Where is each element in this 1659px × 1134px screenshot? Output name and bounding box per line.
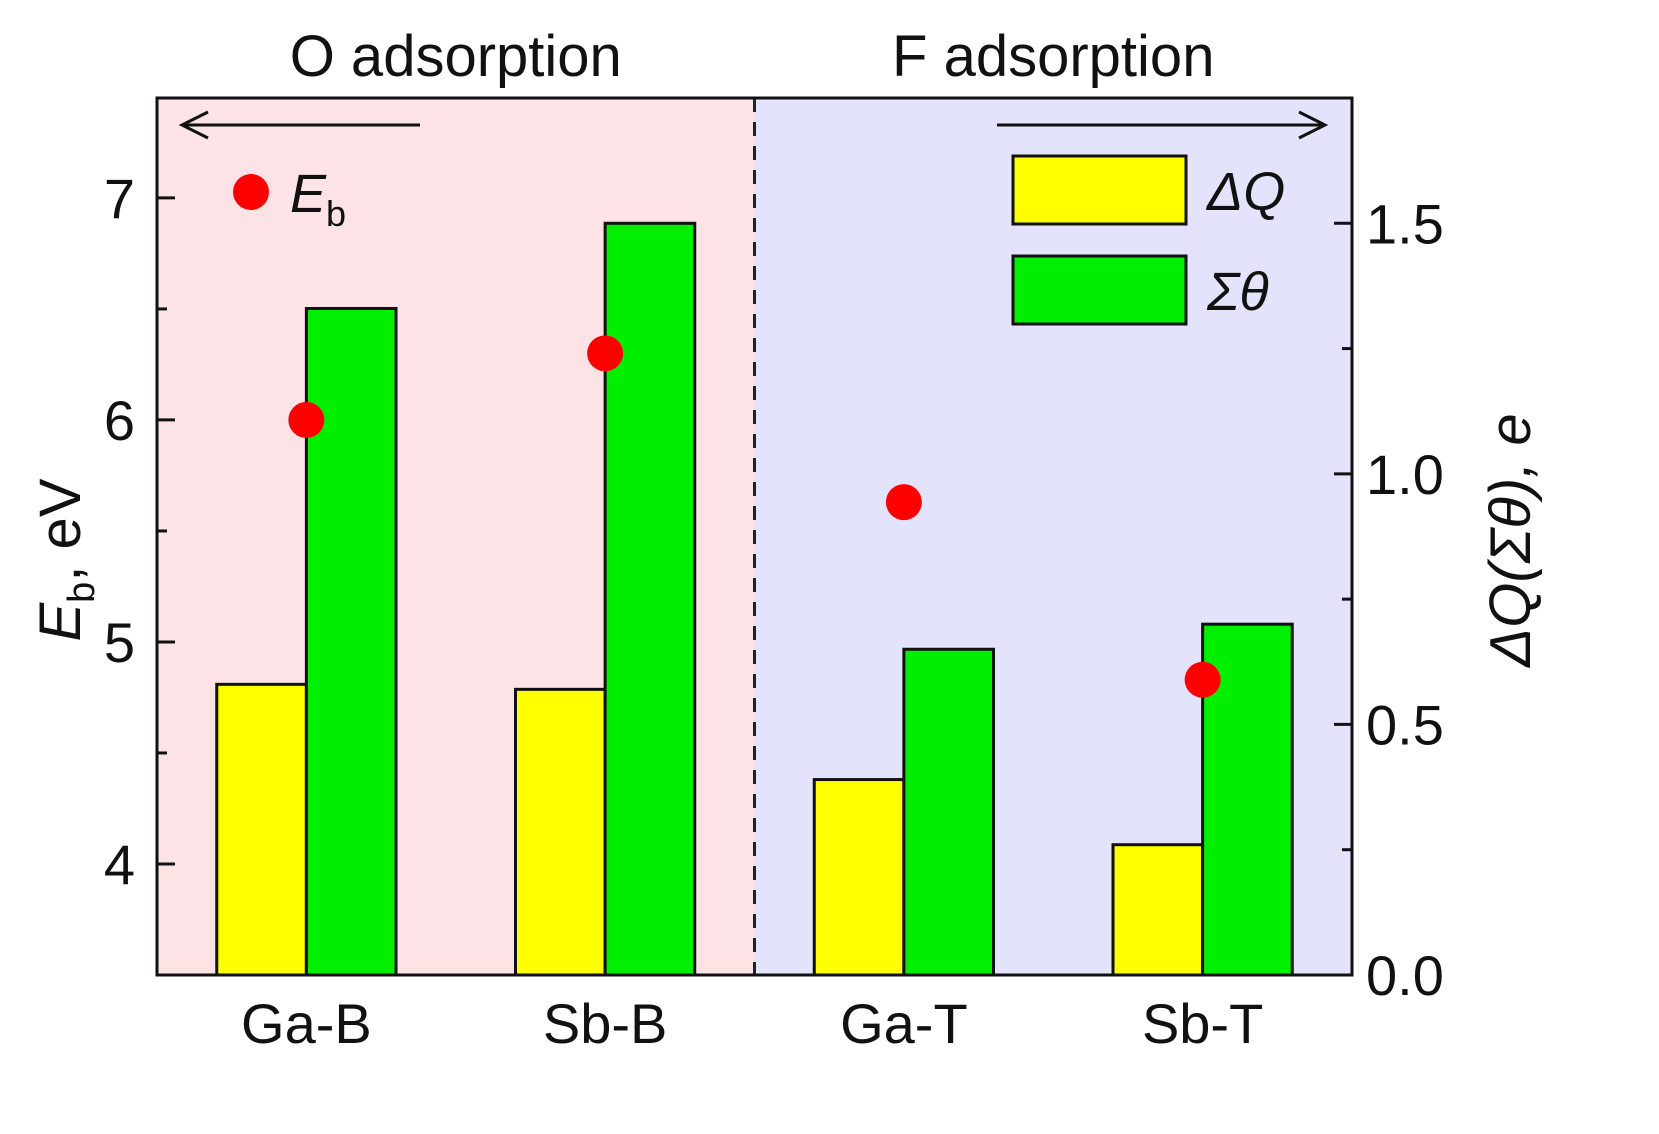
y-axis-left-title: Eb, eV [28, 478, 103, 641]
arrow-left-head [178, 110, 209, 140]
legend-label-sum-theta: Σθ [1206, 262, 1269, 322]
y-left-tick-label: 5 [104, 611, 135, 674]
point-eb-ga-t [885, 484, 922, 521]
y-right-tick-label: 1.0 [1366, 443, 1444, 506]
y-left-tick-label: 6 [104, 389, 135, 452]
legend-label-eb: Eb [290, 164, 346, 234]
legend-label-eb-main: E [290, 164, 327, 224]
bar-sum-theta-sb-b [603, 221, 697, 977]
region-title-o-adsorption: O adsorption [290, 24, 622, 89]
bar-delta-q-sb-b [514, 687, 607, 977]
x-tick-label-ga-t: Ga-T [840, 992, 968, 1055]
x-tick-label-sb-t: Sb-T [1142, 992, 1263, 1055]
points-layer [288, 335, 1221, 698]
legend-label-eb-sub: b [326, 193, 346, 234]
arrows-layer [178, 110, 1329, 140]
legend-label-delta-q: ΔQ [1205, 162, 1285, 222]
region-title-f-adsorption: F adsorption [892, 24, 1214, 89]
point-eb-ga-b [288, 401, 325, 438]
y-right-tick-label: 1.5 [1366, 192, 1444, 255]
plot-frame [155, 96, 1354, 977]
bar-delta-q-ga-b [215, 682, 308, 977]
legend-marker-eb [233, 174, 269, 210]
bar-delta-q-sb-t [1111, 843, 1205, 977]
y-axis-left-title-main: E [28, 602, 93, 642]
y-right-tick-label: 0.0 [1366, 944, 1444, 1007]
x-tick-label-ga-b: Ga-B [241, 992, 372, 1055]
bar-delta-q-ga-t [812, 778, 906, 977]
legend-swatch-sum-theta [1011, 254, 1188, 326]
point-eb-sb-b [587, 335, 624, 372]
y-axis-right-title: ΔQ(Σθ), e [1478, 413, 1543, 668]
legend-swatch-delta-q [1011, 154, 1188, 226]
y-axis-left-title-rest: , eV [28, 478, 93, 581]
y-axis-left-title-sub: b [61, 582, 103, 603]
legend: ΔQ Σθ Eb [233, 154, 1285, 326]
bar-sum-theta-ga-b [304, 306, 398, 977]
y-right-tick-label: 0.5 [1366, 693, 1444, 756]
arrow-right-head [1298, 110, 1329, 140]
y-left-tick-label: 4 [104, 833, 135, 896]
point-eb-sb-t [1184, 661, 1221, 698]
ticks-layer: 4 5 6 7 0.0 0.5 1.0 1.5 [104, 167, 1444, 1007]
x-tick-label-sb-b: Sb-B [543, 992, 668, 1055]
bars-layer: Ga-B Sb-B Ga-T Sb-T [215, 221, 1294, 1055]
bar-sum-theta-ga-t [902, 647, 995, 977]
y-left-tick-label: 7 [104, 167, 135, 230]
